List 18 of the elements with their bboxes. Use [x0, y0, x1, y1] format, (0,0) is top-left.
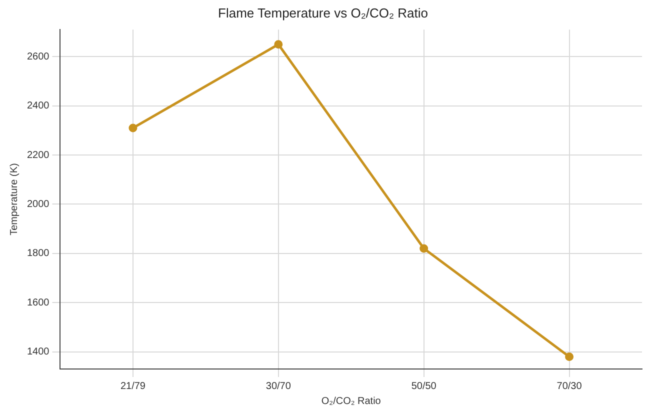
y-tick-label: 2600	[26, 51, 50, 62]
y-axis-title: Temperature (K)	[8, 163, 20, 236]
y-tick-label: 1800	[26, 248, 50, 260]
chart-title: Flame Temperature vs O₂/CO₂ Ratio	[218, 5, 428, 20]
x-tick-label: 30/70	[266, 380, 292, 392]
point	[420, 244, 428, 253]
y-tick-label: 2400	[26, 100, 50, 112]
x-axis-title: O₂/CO₂ Ratio	[321, 396, 382, 407]
y-tick-label: 2200	[26, 150, 50, 161]
y-tick-label: 1400	[26, 346, 50, 358]
x-tick-label: 21/79	[120, 380, 146, 392]
x-tick-label: 70/30	[556, 380, 582, 392]
point	[274, 40, 283, 49]
point	[128, 124, 138, 132]
y-tick-label: 2000	[26, 198, 50, 210]
y-tick-label: 1600	[26, 297, 50, 308]
x-tick-label: 50/50	[411, 380, 437, 392]
point	[565, 352, 574, 361]
